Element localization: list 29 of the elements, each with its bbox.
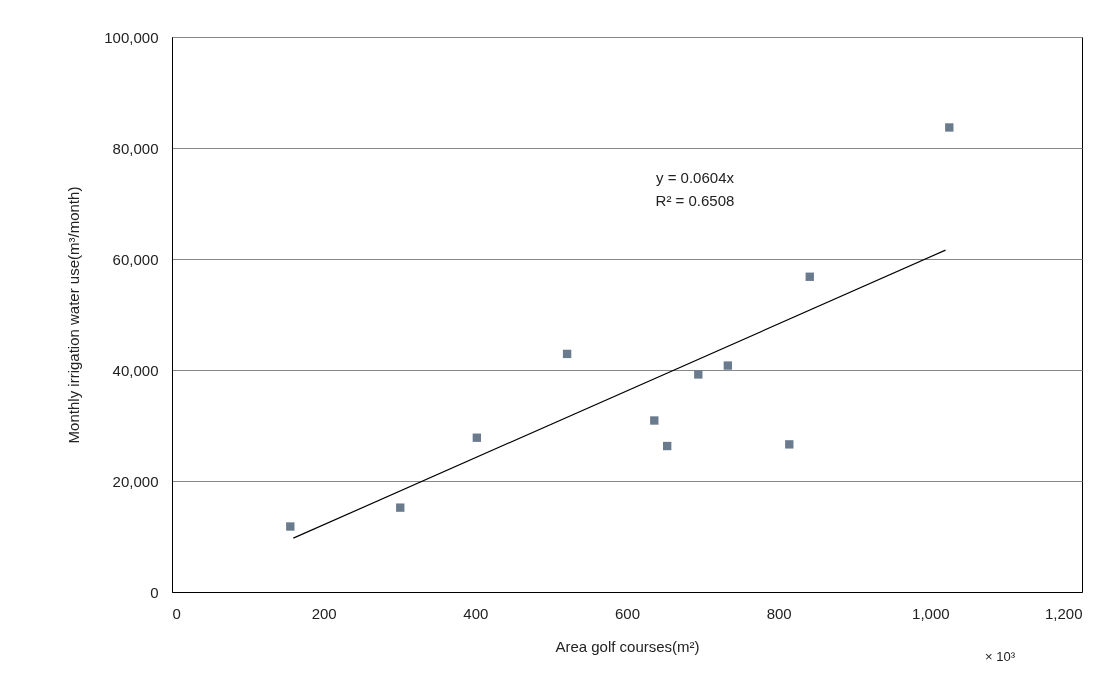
x-axis-title: Area golf courses(m²) [555,637,700,655]
x-tick-label: 600 [614,604,641,622]
y-tick-label: 60,000 [112,250,159,268]
annotation: R² = 0.6508 [655,192,735,209]
x-tick-label: 1,000 [912,604,950,622]
y-tick-label: 40,000 [112,361,159,379]
point [723,361,733,370]
y-tick-label: 0 [150,583,159,601]
point [562,349,572,359]
y-axis-title: Monthly irrigation water use(m³/month) [65,186,83,444]
y-tick-label: 80,000 [112,139,159,157]
x-tick-label: 0 [172,604,181,622]
point [945,123,954,132]
point [785,440,794,449]
annotation: y = 0.0604x [656,169,735,186]
point [472,433,482,442]
x-tick-label: 200 [311,604,337,622]
x-tick-label: 800 [766,604,792,622]
text: × 10³ [985,649,1016,664]
point [663,441,672,451]
y-tick-label: 100,000 [104,28,159,46]
y-tick-label: 20,000 [112,472,159,490]
point [650,416,659,425]
point [805,272,814,281]
x-tick-label: 1,200 [1044,604,1083,622]
point [396,503,405,512]
point [694,370,703,379]
x-tick-label: 400 [463,604,489,622]
point [286,522,295,531]
